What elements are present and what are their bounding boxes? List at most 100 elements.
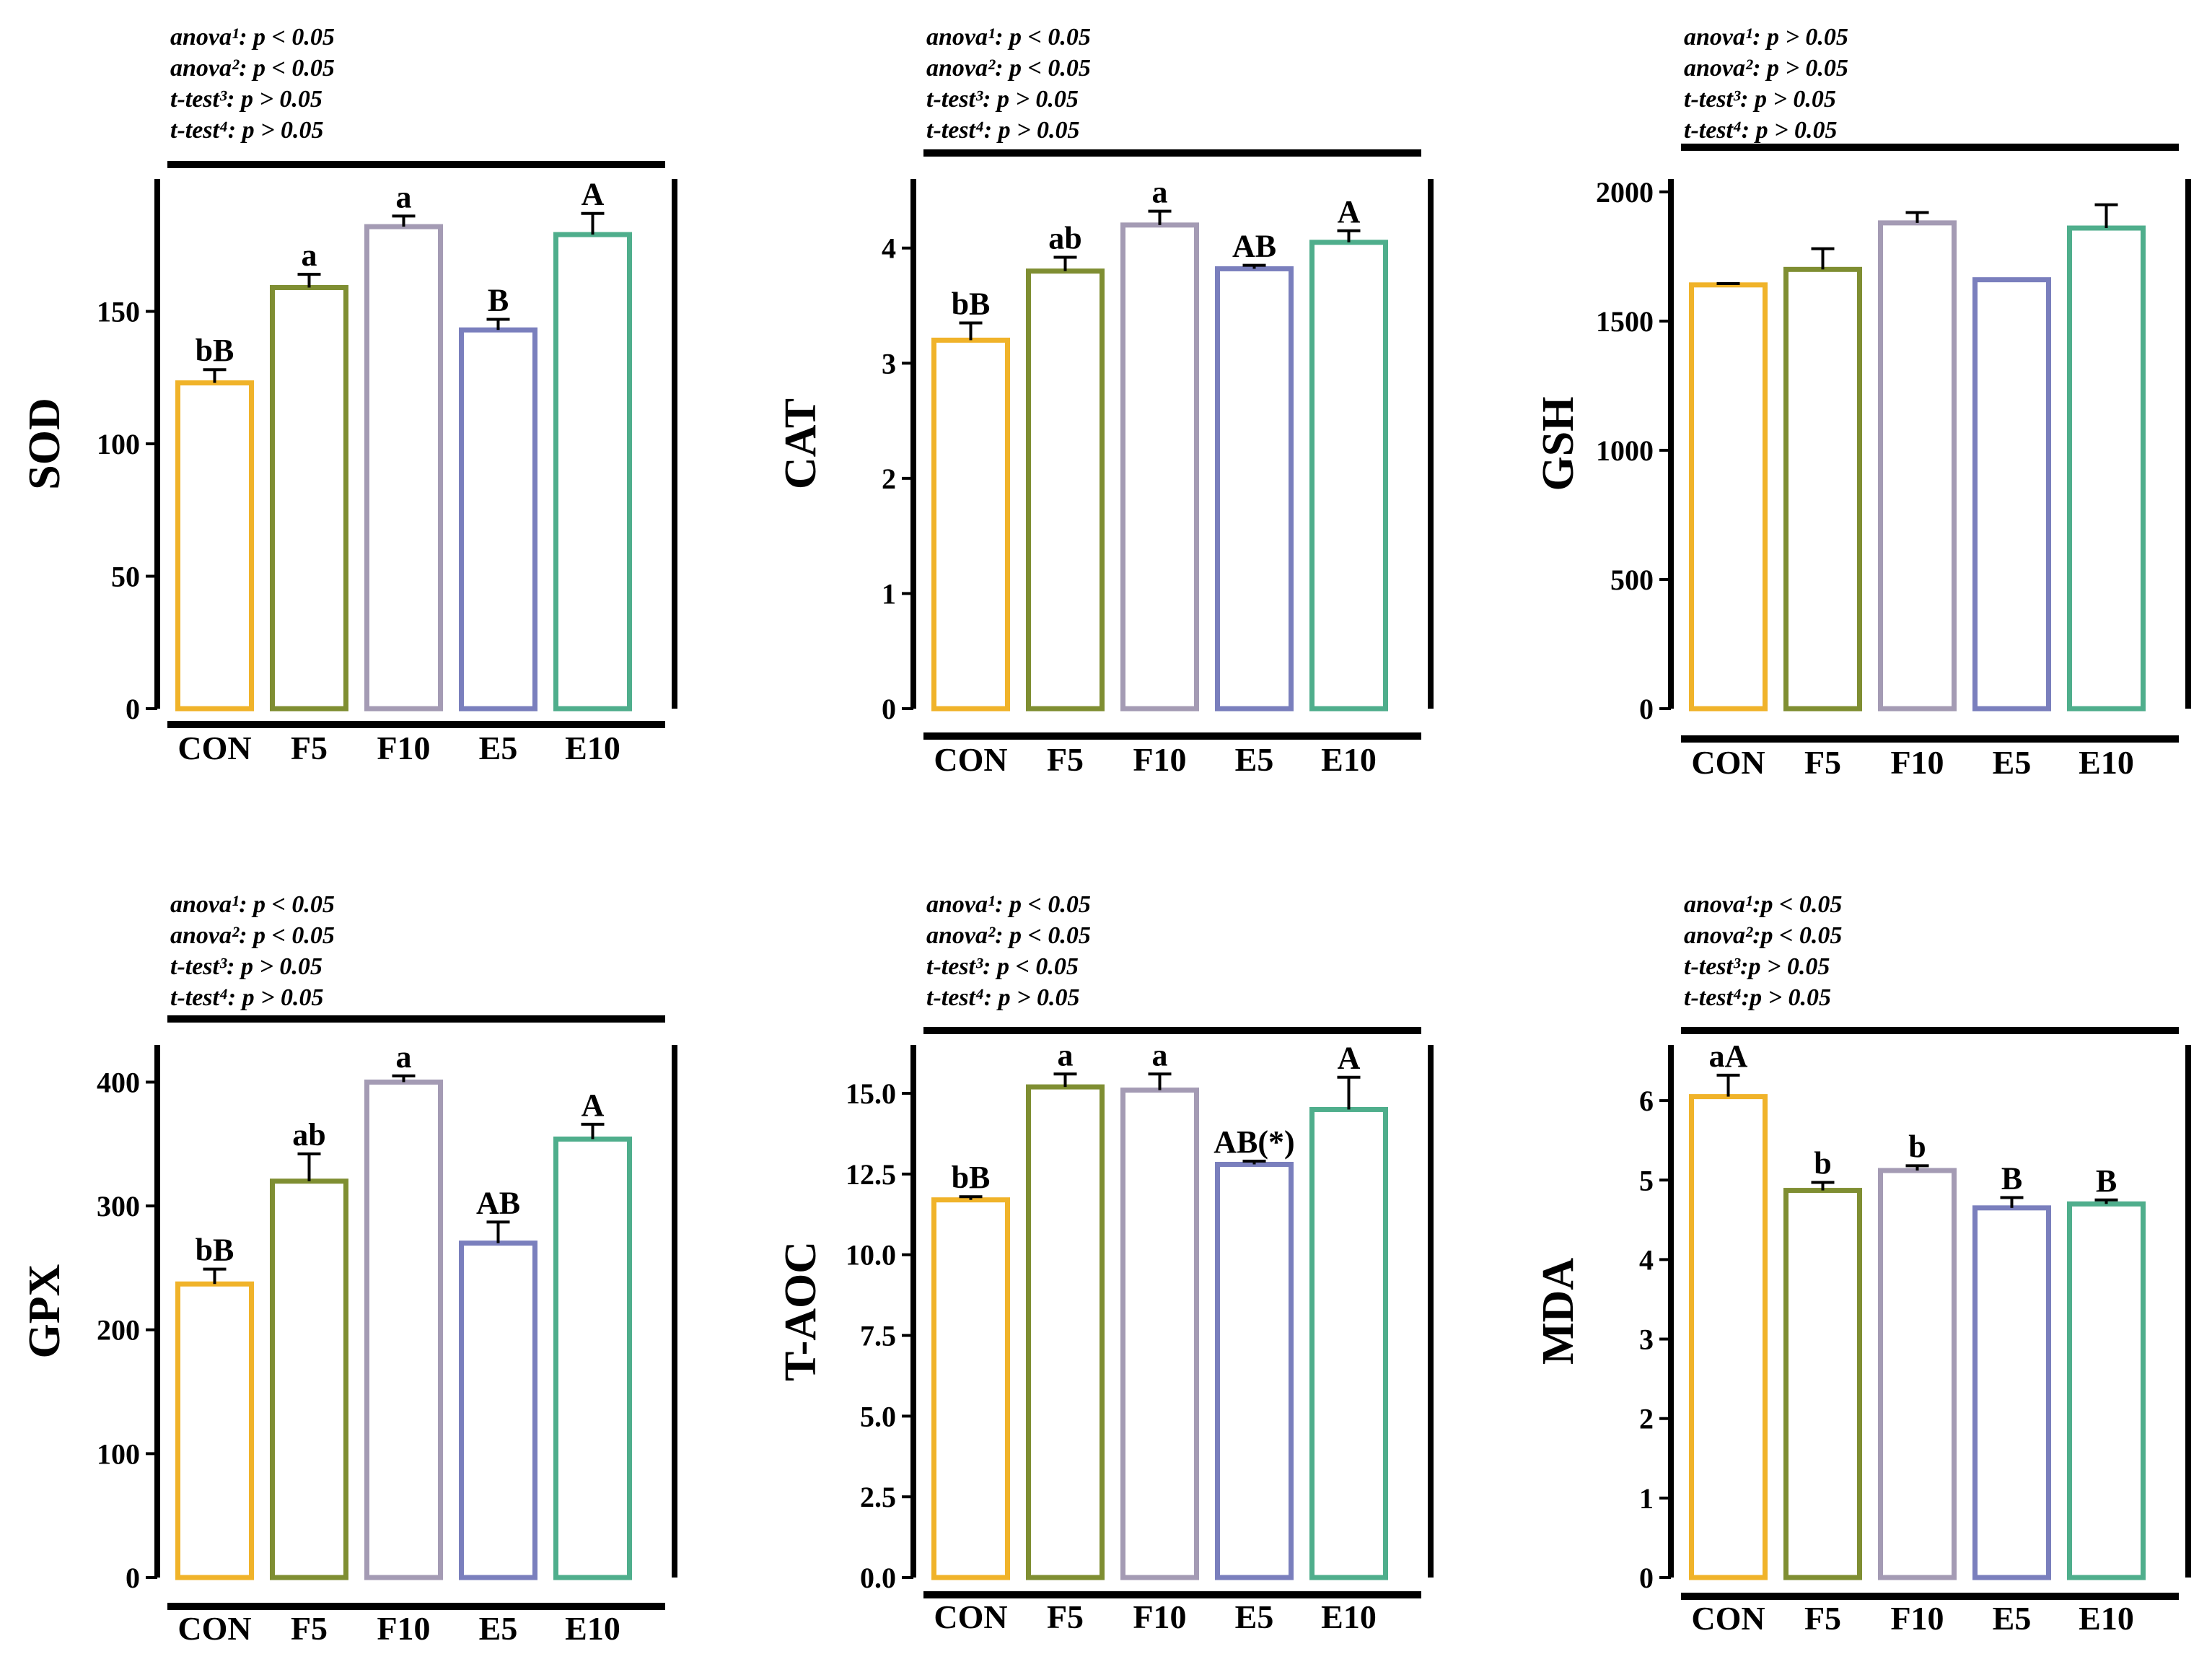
y-axis-label: GPX [20, 1264, 69, 1358]
bar [1309, 1106, 1388, 1580]
stat-line: t-test⁴: p > 0.05 [170, 117, 324, 144]
stat-line: t-test⁴: p > 0.05 [170, 984, 324, 1011]
significance-label: a [302, 237, 317, 273]
stat-line: anova¹: p > 0.05 [1684, 24, 1848, 51]
bar [175, 1281, 254, 1580]
significance-label: ab [292, 1117, 325, 1152]
x-tick-label: E5 [1235, 1598, 1274, 1635]
significance-label: bB [196, 333, 234, 368]
bar [1215, 266, 1294, 712]
y-tick-label: 0 [126, 1562, 140, 1594]
bar [270, 1178, 348, 1580]
x-tick-label: CON [177, 1610, 251, 1647]
stat-line: anova²: p < 0.05 [170, 55, 335, 82]
significance-label: b [1814, 1146, 1831, 1181]
stat-line: t-test³: p < 0.05 [926, 953, 1079, 980]
significance-label: bB [952, 1160, 991, 1195]
y-tick-label: 7.5 [860, 1320, 896, 1352]
significance-label: AB [1232, 229, 1276, 264]
y-tick-label: 0 [882, 693, 896, 725]
stat-line: anova¹: p < 0.05 [170, 891, 335, 918]
x-tick-label: CON [934, 1598, 1007, 1635]
bar [1878, 1168, 1957, 1580]
y-axis-label: CAT [776, 398, 825, 489]
bar [364, 224, 443, 712]
x-tick-label: E5 [479, 1610, 518, 1647]
stat-line: t-test³: p > 0.05 [170, 86, 322, 113]
x-tick-label: F10 [377, 1610, 430, 1647]
x-tick-label: CON [934, 741, 1007, 778]
significance-label: a [396, 1039, 412, 1075]
bar [1689, 1094, 1768, 1580]
stat-line: anova¹:p < 0.05 [1684, 891, 1842, 918]
bar [2067, 1201, 2146, 1580]
bar [553, 1136, 632, 1580]
x-tick-label: CON [177, 730, 251, 766]
x-tick-label: E10 [565, 730, 620, 766]
x-tick-label: E5 [479, 730, 518, 766]
x-tick-label: E10 [2079, 1600, 2134, 1637]
panel-gsh: anova¹: p > 0.05 anova²: p > 0.05 t-test³:… [1534, 24, 2191, 781]
stat-line: t-test⁴:p > 0.05 [1684, 984, 1831, 1011]
y-tick-label: 300 [97, 1190, 140, 1222]
significance-label: b [1908, 1129, 1926, 1164]
x-tick-label: E5 [1993, 1600, 2032, 1637]
stat-line: anova¹: p < 0.05 [170, 24, 335, 51]
bar [175, 380, 254, 712]
bar [931, 1197, 1010, 1580]
stat-line: anova¹: p < 0.05 [926, 24, 1091, 51]
significance-label: a [1058, 1037, 1074, 1072]
bar [1120, 1088, 1199, 1580]
y-tick-label: 3 [1639, 1323, 1654, 1356]
significance-label: B [2096, 1163, 2117, 1199]
bar [1309, 240, 1388, 712]
x-tick-label: F10 [1133, 1598, 1186, 1635]
stat-line: anova²: p > 0.05 [1684, 55, 1848, 82]
y-tick-label: 100 [97, 1438, 140, 1470]
y-tick-label: 5 [1639, 1164, 1654, 1196]
significance-label: bB [196, 1233, 234, 1268]
bar [2067, 225, 2146, 712]
significance-label: a [1152, 1037, 1168, 1072]
x-tick-label: E10 [565, 1610, 620, 1647]
y-tick-label: 200 [97, 1314, 140, 1347]
panel-cat: anova¹: p < 0.05 anova²: p < 0.05 t-test³:… [776, 24, 1434, 778]
x-tick-label: E10 [1321, 741, 1377, 778]
stat-line: anova²: p < 0.05 [170, 922, 335, 949]
y-axis-label: GSH [1534, 397, 1583, 491]
bar [931, 337, 1010, 712]
panel-t-aoc: anova¹: p < 0.05 anova²: p < 0.05 t-test³:… [776, 891, 1434, 1635]
stat-line: anova²: p < 0.05 [926, 922, 1091, 949]
y-tick-label: 150 [97, 296, 140, 328]
significance-label: B [2001, 1160, 2022, 1196]
y-tick-label: 0.0 [860, 1562, 896, 1594]
significance-label: aA [1709, 1038, 1748, 1074]
y-axis-label: SOD [20, 398, 69, 489]
x-tick-label: F10 [1133, 741, 1186, 778]
x-tick-label: E5 [1993, 744, 2032, 781]
y-tick-label: 400 [97, 1066, 140, 1098]
bar [1972, 277, 2051, 712]
significance-label: B [488, 283, 509, 318]
y-tick-label: 3 [882, 347, 896, 380]
bar [1972, 1205, 2051, 1580]
significance-label: a [1152, 175, 1168, 210]
y-tick-label: 1 [882, 577, 896, 610]
y-tick-label: 15.0 [846, 1077, 896, 1110]
significance-label: A [1338, 194, 1361, 229]
bar [1026, 1084, 1105, 1580]
y-tick-label: 2.5 [860, 1481, 896, 1513]
stat-line: t-test³:p > 0.05 [1684, 953, 1830, 980]
x-tick-label: F5 [291, 730, 328, 766]
y-tick-label: 1 [1639, 1482, 1654, 1515]
bar [1120, 222, 1199, 712]
panel-gpx: anova¹: p < 0.05 anova²: p < 0.05 t-test³:… [20, 891, 677, 1647]
bar [1783, 1188, 1862, 1580]
bar [459, 1241, 537, 1580]
bar [1878, 220, 1957, 712]
y-tick-label: 2 [882, 463, 896, 495]
significance-label: A [581, 177, 605, 212]
x-tick-label: F5 [1047, 741, 1084, 778]
y-tick-label: 0 [1639, 1562, 1654, 1594]
